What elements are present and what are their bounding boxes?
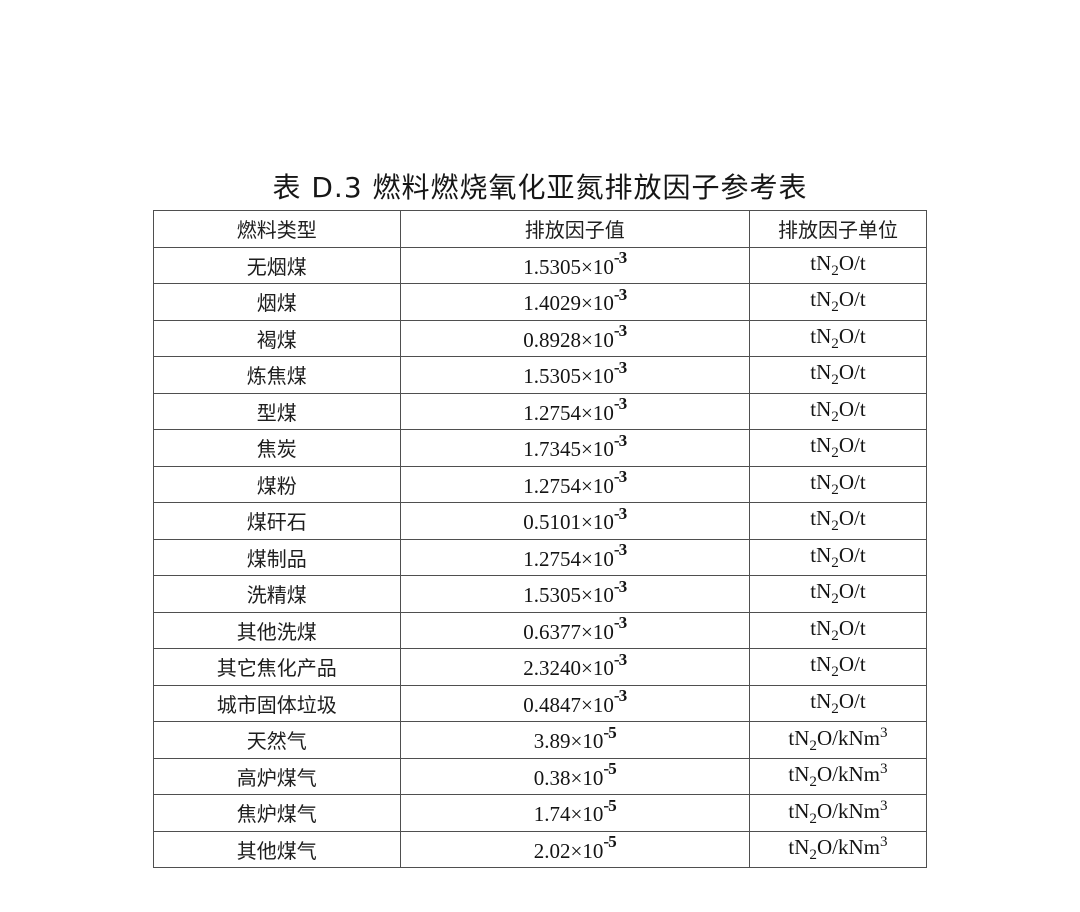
table-row: 褐煤 0.8928×10-3 tN2O/t [153,319,928,357]
emission-factor-value-cell: 0.38×10-5 [399,757,750,795]
emission-factor-unit-cell: tN2O/t [748,611,928,649]
emission-factor-value-cell: 1.7345×10-3 [399,429,750,467]
table-row: 城市固体垃圾 0.4847×10-3 tN2O/t [153,684,928,722]
fuel-type-cell: 焦炭 [153,429,401,467]
fuel-type-cell: 烟煤 [153,283,401,321]
page-title: 表 D.3 燃料燃烧氧化亚氮排放因子参考表 [272,171,808,204]
emission-factor-unit-cell: tN2O/t [748,684,928,722]
table-row: 煤制品 1.2754×10-3 tN2O/t [153,538,928,576]
emission-factor-value-cell: 2.02×10-5 [399,830,750,868]
emission-factor-value-cell: 3.89×10-5 [399,721,750,759]
fuel-type-cell: 天然气 [153,721,401,759]
emission-factor-value-cell: 1.4029×10-3 [399,283,750,321]
emission-factor-value-cell: 0.4847×10-3 [399,684,750,722]
fuel-type-cell: 煤矸石 [153,502,401,540]
table-row: 煤矸石 0.5101×10-3 tN2O/t [153,502,928,540]
table-row: 烟煤 1.4029×10-3 tN2O/t [153,283,928,321]
table-row: 焦炉煤气 1.74×10-5 tN2O/kNm3 [153,794,928,832]
header-row: 燃料类型 排放因子值 排放因子单位 [153,210,928,248]
fuel-type-cell: 高炉煤气 [153,757,401,795]
emission-factor-value-cell: 0.5101×10-3 [399,502,750,540]
emission-factor-table: 燃料类型 排放因子值 排放因子单位 无烟煤 1.5305×10-3 tN2O/t 烟煤… [153,210,928,868]
table-row: 洗精煤 1.5305×10-3 tN2O/t [153,575,928,613]
fuel-type-cell: 炼焦煤 [153,356,401,394]
table-row: 天然气 3.89×10-5 tN2O/kNm3 [153,721,928,759]
emission-factor-unit-cell: tN2O/t [748,429,928,467]
data-table: 燃料类型 排放因子值 排放因子单位 无烟煤 1.5305×10-3 tN2O/t 烟煤… [153,210,928,868]
fuel-type-cell: 城市固体垃圾 [153,684,401,722]
fuel-type-cell: 型煤 [153,392,401,430]
emission-factor-value-cell: 1.5305×10-3 [399,575,750,613]
emission-factor-unit-cell: tN2O/kNm3 [748,757,928,795]
emission-factor-unit-cell: tN2O/t [748,575,928,613]
fuel-type-cell: 煤制品 [153,538,401,576]
emission-factor-unit-cell: tN2O/t [748,502,928,540]
emission-factor-unit-cell: tN2O/t [748,356,928,394]
emission-factor-value-cell: 0.6377×10-3 [399,611,750,649]
emission-factor-value-cell: 0.8928×10-3 [399,319,750,357]
fuel-type-cell: 其他煤气 [153,830,401,868]
fuel-type-cell: 无烟煤 [153,246,401,284]
fuel-type-cell: 煤粉 [153,465,401,503]
table-row: 无烟煤 1.5305×10-3 tN2O/t [153,246,928,284]
table-row: 型煤 1.2754×10-3 tN2O/t [153,392,928,430]
table-row: 其他煤气 2.02×10-5 tN2O/kNm3 [153,830,928,868]
table-row: 其他洗煤 0.6377×10-3 tN2O/t [153,611,928,649]
emission-factor-unit-cell: tN2O/t [748,319,928,357]
emission-factor-unit-cell: tN2O/t [748,392,928,430]
fuel-type-cell: 焦炉煤气 [153,794,401,832]
emission-factor-unit-cell: tN2O/t [748,538,928,576]
fuel-type-cell: 其它焦化产品 [153,648,401,686]
col-header-factor-unit: 排放因子单位 [748,210,928,248]
emission-factor-unit-cell: tN2O/t [748,283,928,321]
emission-factor-value-cell: 1.5305×10-3 [399,356,750,394]
emission-factor-value-cell: 2.3240×10-3 [399,648,750,686]
col-header-fuel-type: 燃料类型 [153,210,401,248]
emission-factor-unit-cell: tN2O/t [748,246,928,284]
emission-factor-unit-cell: tN2O/kNm3 [748,794,928,832]
table-row: 高炉煤气 0.38×10-5 tN2O/kNm3 [153,757,928,795]
fuel-type-cell: 褐煤 [153,319,401,357]
emission-factor-unit-cell: tN2O/t [748,648,928,686]
emission-factor-value-cell: 1.5305×10-3 [399,246,750,284]
emission-factor-value-cell: 1.2754×10-3 [399,538,750,576]
emission-factor-unit-cell: tN2O/kNm3 [748,721,928,759]
emission-factor-value-cell: 1.2754×10-3 [399,392,750,430]
col-header-factor-value: 排放因子值 [399,210,750,248]
table-body: 无烟煤 1.5305×10-3 tN2O/t 烟煤 1.4029×10-3 tN2O/t 褐… [153,246,928,868]
fuel-type-cell: 其他洗煤 [153,611,401,649]
fuel-type-cell: 洗精煤 [153,575,401,613]
table-row: 炼焦煤 1.5305×10-3 tN2O/t [153,356,928,394]
table-row: 煤粉 1.2754×10-3 tN2O/t [153,465,928,503]
emission-factor-value-cell: 1.2754×10-3 [399,465,750,503]
emission-factor-unit-cell: tN2O/kNm3 [748,830,928,868]
table-row: 其它焦化产品 2.3240×10-3 tN2O/t [153,648,928,686]
table-row: 焦炭 1.7345×10-3 tN2O/t [153,429,928,467]
emission-factor-value-cell: 1.74×10-5 [399,794,750,832]
emission-factor-unit-cell: tN2O/t [748,465,928,503]
